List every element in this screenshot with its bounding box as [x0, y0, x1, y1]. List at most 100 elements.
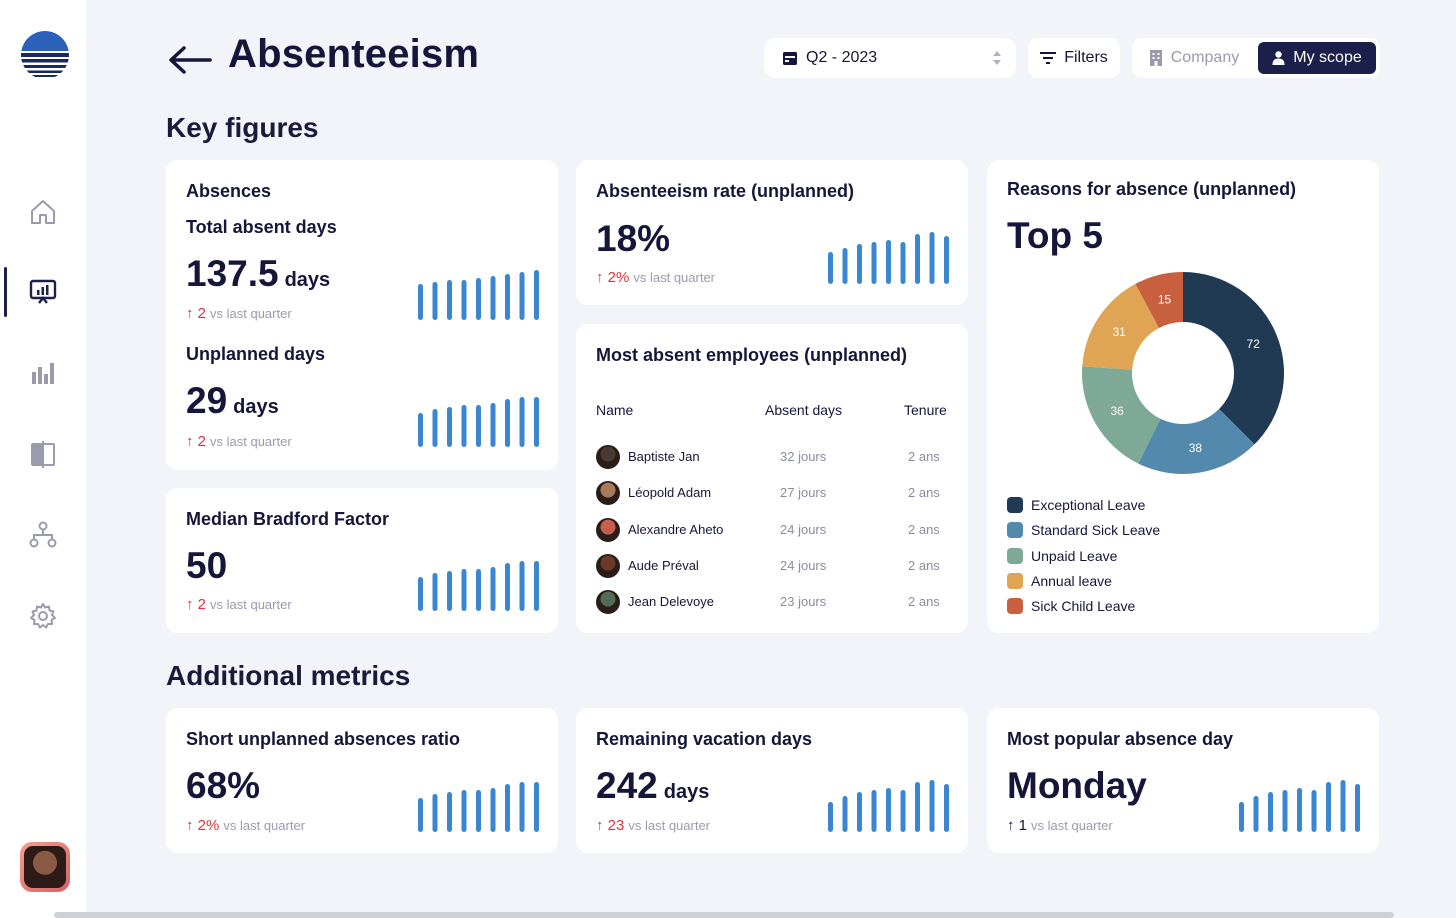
absences-title: Absences [186, 181, 272, 201]
avatar [596, 445, 620, 469]
unplanned-days-delta-value: 2 [197, 433, 207, 450]
legend-item[interactable]: Exceptional Leave [1007, 496, 1145, 514]
legend-swatch [1007, 547, 1023, 564]
legend-label: Exceptional Leave [1031, 497, 1146, 513]
delta-caption: vs last quarter [210, 306, 292, 321]
sparkline-bar [505, 274, 510, 320]
avatar [596, 590, 620, 614]
unplanned-days-delta: ↑ 2 vs last quarter [186, 433, 292, 450]
table-row[interactable]: Baptiste Jan 32 jours 2 ans [596, 444, 948, 470]
period-select[interactable]: Q2 - 2023 [764, 38, 1016, 78]
column-header-tenure[interactable]: Tenure [904, 402, 947, 418]
unplanned-days-value: 29 days [186, 380, 279, 422]
legend-item[interactable]: Unpaid Leave [1007, 547, 1117, 565]
donut-slice-annual-leave[interactable] [1082, 283, 1159, 370]
company-scope-button[interactable]: Company [1132, 38, 1256, 78]
donut-slice-standard-sick-leave[interactable] [1138, 409, 1255, 474]
vacation-number: 242 [596, 765, 658, 806]
table-row[interactable]: Aude Préval 24 jours 2 ans [596, 553, 948, 579]
popular-day-value: Monday [1007, 765, 1147, 806]
employee-name: Léopold Adam [628, 485, 712, 500]
popular-day-card: Most popular absence day Monday ↑ 1 vs la… [987, 708, 1379, 853]
bradford-card: Median Bradford Factor 50 ↑ 2 vs last qua… [166, 488, 558, 633]
unplanned-days-unit: days [233, 396, 279, 418]
legend-item[interactable]: Standard Sick Leave [1007, 521, 1160, 539]
unplanned-days-sparkline [418, 397, 539, 447]
column-header-name[interactable]: Name [596, 402, 634, 418]
filters-button[interactable]: Filters [1028, 38, 1120, 78]
sparkline-bar [447, 407, 452, 447]
employee-absent-days: 23 jours [780, 594, 827, 609]
sparkline-bar [534, 782, 539, 832]
sparkline-bar [418, 798, 423, 832]
sparkline-bar [1340, 780, 1346, 832]
page-title: Absenteeism [228, 32, 480, 76]
employee-absent-days: 24 jours [780, 558, 827, 573]
reasons-donut-chart[interactable]: 72 38 36 31 15 [1080, 270, 1286, 476]
total-absent-value: 137.5 days [186, 253, 330, 295]
sparkline-bar [871, 242, 877, 284]
employee-absent-days: 24 jours [780, 522, 827, 537]
sparkline-bar [476, 790, 481, 832]
back-arrow-icon[interactable] [166, 40, 214, 80]
legend-item[interactable]: Sick Child Leave [1007, 597, 1135, 615]
legend-swatch [1007, 522, 1023, 539]
sidebar-item-org-chart[interactable] [0, 510, 86, 560]
short-ratio-delta: ↑ 2% vs last quarter [186, 817, 306, 834]
sparkline-bar [432, 794, 438, 832]
company-label: Company [1170, 49, 1240, 66]
sidebar-item-home[interactable] [0, 187, 86, 237]
sidebar-item-analytics[interactable] [0, 348, 86, 398]
employee-name: Alexandre Aheto [628, 522, 724, 537]
donut-value-label: 15 [1158, 292, 1172, 306]
company-logo-icon[interactable] [20, 30, 70, 80]
sparkline-bar [828, 802, 833, 832]
sidebar-item-compare[interactable] [0, 429, 86, 479]
donut-value-label: 72 [1247, 337, 1261, 351]
sparkline-bar [476, 569, 481, 611]
sparkline-bar [1326, 782, 1331, 832]
popular-day-title: Most popular absence day [1007, 729, 1234, 749]
employee-absent-days: 27 jours [780, 485, 827, 500]
total-absent-unit: days [284, 269, 331, 291]
donut-slice-exceptional-leave[interactable] [1183, 272, 1284, 445]
vacation-title: Remaining vacation days [596, 729, 813, 749]
sidebar-item-settings[interactable] [0, 591, 86, 641]
sparkline-bar [490, 567, 496, 611]
sparkline-bar [842, 796, 848, 832]
sparkline-bar [857, 244, 862, 284]
short-ratio-title: Short unplanned absences ratio [186, 729, 461, 749]
sparkline-bar [519, 561, 525, 611]
sparkline-bar [857, 792, 862, 832]
column-header-absent-days[interactable]: Absent days [765, 402, 843, 418]
sparkline-bar [1253, 796, 1259, 832]
delta-caption: vs last quarter [210, 434, 292, 449]
my-scope-button[interactable]: My scope [1258, 42, 1376, 74]
employee-tenure: 2 ans [908, 522, 940, 537]
table-row[interactable]: Alexandre Aheto 24 jours 2 ans [596, 517, 948, 543]
sparkline-bar [519, 782, 525, 832]
most-absent-title: Most absent employees (unplanned) [596, 345, 908, 365]
donut-slice-unpaid-leave[interactable] [1082, 366, 1161, 464]
sparkline-bar [476, 278, 481, 320]
sparkline-bar [1355, 784, 1360, 832]
sparkline-bar [1268, 792, 1273, 832]
short-ratio-delta-value: 2% [197, 817, 220, 834]
sparkline-bar [534, 397, 539, 447]
legend-item[interactable]: Annual leave [1007, 572, 1112, 590]
sidebar [0, 0, 86, 918]
bradford-delta: ↑ 2 vs last quarter [186, 596, 292, 613]
reasons-subtitle: Top 5 [1007, 215, 1103, 256]
absenteeism-rate-delta-value: 2% [607, 269, 630, 286]
employee-name: Aude Préval [628, 558, 699, 573]
scope-toggle: Company My scope [1132, 38, 1380, 78]
sidebar-item-dashboard[interactable] [0, 267, 86, 317]
donut-slice-sick-child-leave[interactable] [1135, 272, 1183, 329]
table-row[interactable]: Léopold Adam 27 jours 2 ans [596, 480, 948, 506]
table-row[interactable]: Jean Delevoye 23 jours 2 ans [596, 589, 948, 615]
avatar [596, 554, 620, 578]
building-icon [1149, 50, 1162, 66]
calendar-icon [783, 52, 797, 65]
user-avatar[interactable] [20, 842, 70, 892]
horizontal-scrollbar[interactable] [54, 912, 1394, 918]
